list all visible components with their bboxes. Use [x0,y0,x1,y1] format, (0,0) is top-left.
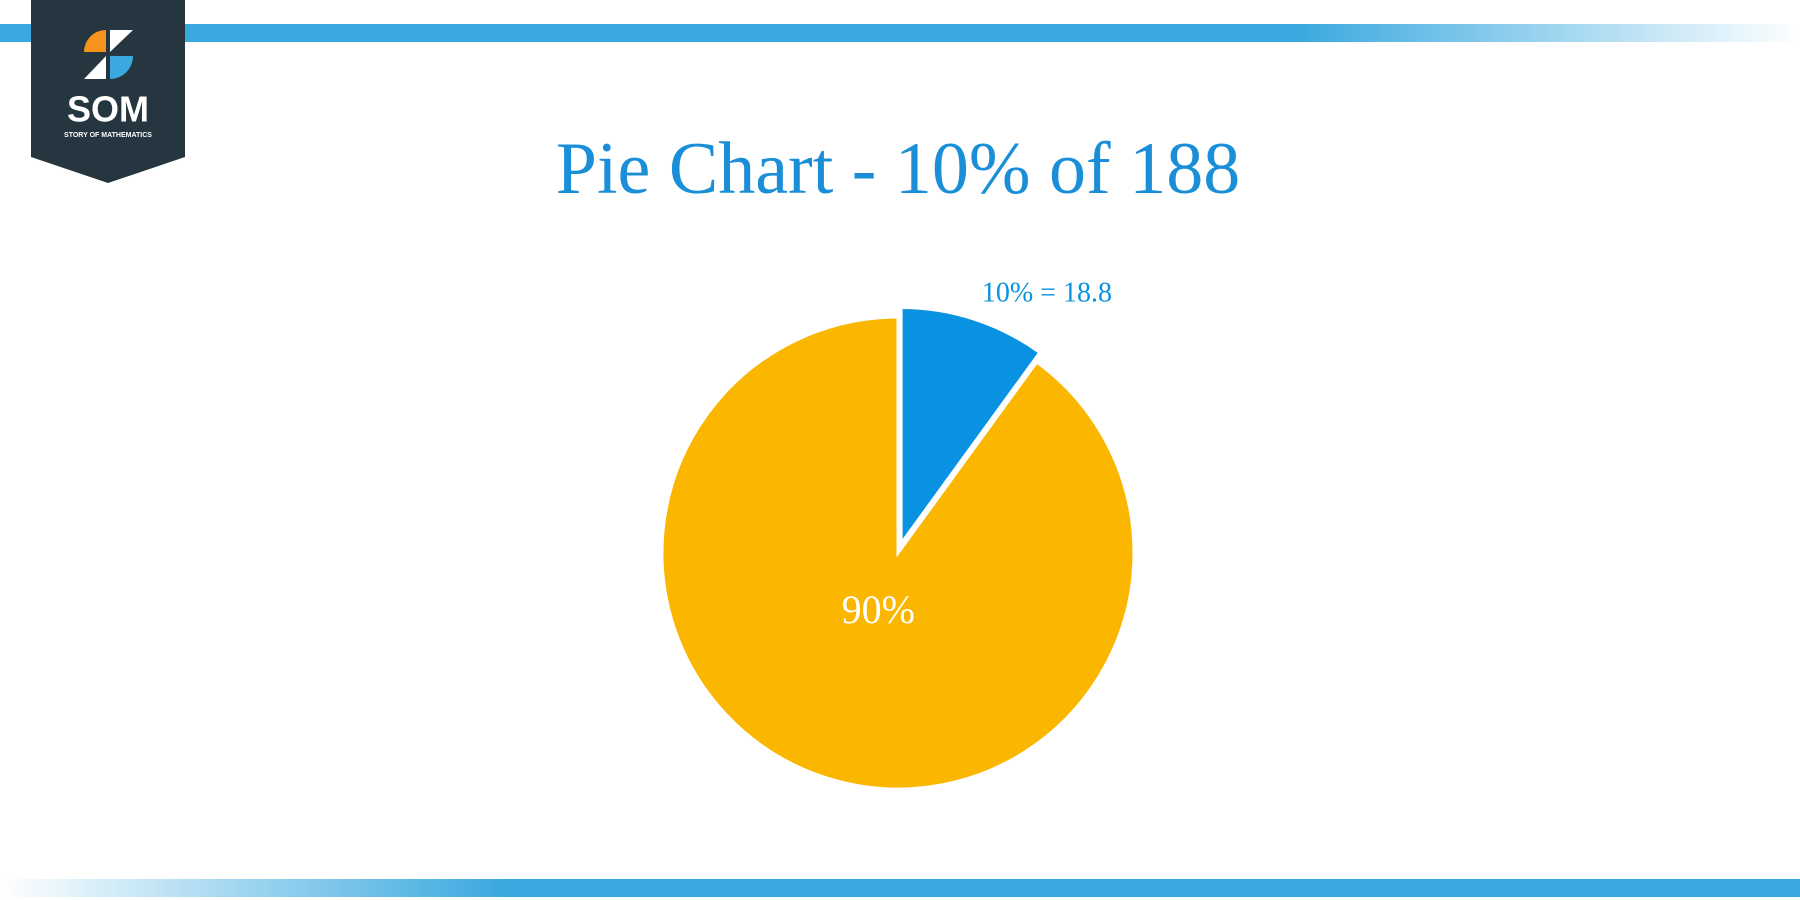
logo-icon [110,30,133,52]
chart-title: Pie Chart - 10% of 188 [556,128,1240,210]
logo-tagline: STORY OF MATHEMATICS [64,132,152,139]
logo-icon [84,30,106,52]
pie: 10% = 18.8 90% [660,277,1136,791]
slice-label: 10% = 18.8 [982,277,1112,308]
logo-badge [31,0,185,183]
slice-label: 90% [842,587,915,632]
pie-slice [899,305,1042,549]
pie-slice [660,315,1136,791]
logo-text: SOM [67,89,149,130]
logo-icon [110,56,133,79]
logo-icon [84,56,106,79]
top-bar [0,24,1800,42]
logo: SOM STORY OF MATHEMATICS [31,0,185,183]
bottom-bar [0,879,1800,897]
